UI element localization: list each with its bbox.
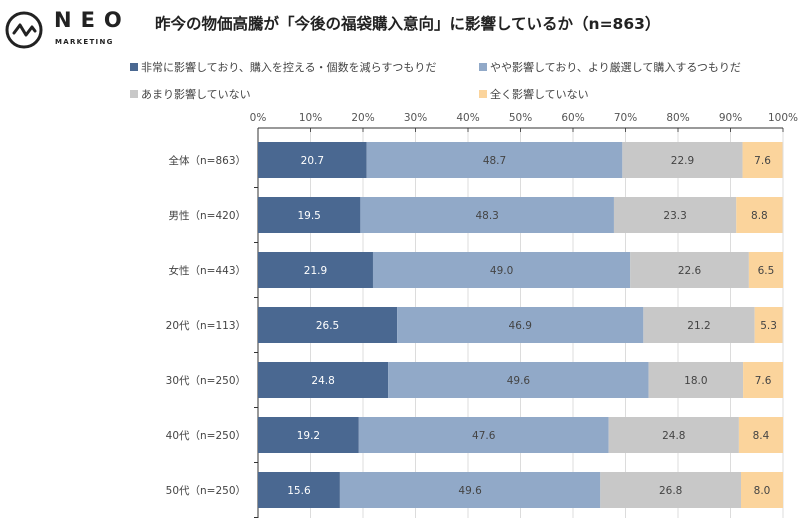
legend-item: あまり影響していない (130, 86, 251, 102)
bar-segment (608, 417, 739, 453)
data-label: 26.8 (659, 485, 682, 497)
bar-segment (736, 197, 783, 233)
bar-segment (366, 142, 623, 178)
chart-title: 昨今の物価高騰が「今後の福袋購入意向」に影響しているか（n=863） (155, 15, 661, 33)
bar-segment (742, 142, 783, 178)
data-label: 22.6 (678, 265, 702, 277)
category-label: 30代（n=250） (166, 375, 246, 387)
bar-segment (258, 472, 340, 508)
bar-segment (258, 252, 373, 288)
bar-segment (600, 472, 741, 508)
data-label: 20.7 (301, 155, 324, 167)
bar-segment (258, 362, 389, 398)
x-tick-label: 30% (404, 112, 427, 124)
bar-segment (743, 362, 783, 398)
bar-segment (360, 197, 614, 233)
x-tick-label: 90% (719, 112, 742, 124)
category-label: 男性（n=420） (169, 209, 247, 222)
logo-circle-icon (5, 11, 43, 49)
bar-segment (397, 307, 644, 343)
x-tick-label: 20% (351, 112, 374, 124)
data-label: 46.9 (509, 320, 532, 332)
data-label: 7.6 (754, 155, 771, 167)
legend-label: 全く影響していない (490, 88, 589, 101)
bar-segment (741, 472, 783, 508)
data-label: 49.6 (458, 485, 482, 497)
legend-swatch (479, 63, 487, 71)
bar-segment (648, 362, 744, 398)
data-label: 26.5 (316, 320, 339, 332)
bar-segment (388, 362, 649, 398)
bar-segment (258, 142, 367, 178)
x-tick-label: 0% (250, 112, 267, 124)
legend-item: 全く影響していない (479, 86, 589, 102)
data-label: 23.3 (663, 210, 686, 222)
bar-segment (358, 417, 609, 453)
data-label: 48.7 (483, 155, 506, 167)
bar-segment (748, 252, 783, 288)
data-label: 47.6 (472, 430, 496, 442)
data-label: 6.5 (758, 265, 775, 277)
data-label: 21.9 (304, 265, 327, 277)
data-label: 49.6 (507, 375, 531, 387)
legend-swatch (479, 90, 487, 98)
data-label: 21.2 (687, 320, 710, 332)
legend-swatch (130, 63, 138, 71)
bar-segment (613, 197, 737, 233)
data-label: 7.6 (755, 375, 772, 387)
legend-label: やや影響しており、より厳選して購入するつもりだ (490, 61, 741, 74)
category-label: 20代（n=113） (166, 320, 246, 332)
data-label: 22.9 (671, 155, 694, 167)
category-label: 全体（n=863） (169, 154, 247, 167)
category-label: 40代（n=250） (166, 430, 246, 442)
logo-subtitle: MARKETING (55, 38, 114, 46)
bar-segment (738, 417, 783, 453)
legend-item: やや影響しており、より厳選して購入するつもりだ (479, 59, 741, 75)
legend-label: あまり影響していない (141, 88, 251, 101)
data-label: 8.4 (753, 430, 770, 442)
data-label: 8.0 (754, 485, 771, 497)
data-label: 24.8 (662, 430, 685, 442)
bar-segment (372, 252, 631, 288)
legend-label: 非常に影響しており、購入を控える・個数を減らすつもりだ (141, 61, 437, 74)
data-label: 15.6 (287, 485, 311, 497)
category-label: 女性（n=443） (169, 264, 247, 277)
bar-segment (258, 197, 361, 233)
logo-word: NEO (54, 8, 131, 32)
x-tick-label: 10% (299, 112, 322, 124)
bar-segment (622, 142, 743, 178)
data-label: 19.5 (297, 210, 320, 222)
legend-swatch (130, 90, 138, 98)
bar-segment (258, 307, 398, 343)
bar-segment (754, 307, 783, 343)
data-label: 18.0 (684, 375, 707, 387)
bar-segment (339, 472, 601, 508)
x-tick-label: 70% (614, 112, 637, 124)
bar-segment (258, 417, 359, 453)
x-tick-label: 80% (666, 112, 689, 124)
bar-segment (630, 252, 749, 288)
legend-item: 非常に影響しており、購入を控える・個数を減らすつもりだ (130, 59, 436, 75)
bar-segment (643, 307, 755, 343)
x-tick-label: 60% (561, 112, 584, 124)
data-label: 19.2 (297, 430, 320, 442)
x-tick-label: 40% (456, 112, 479, 124)
data-label: 48.3 (475, 210, 498, 222)
x-tick-label: 50% (509, 112, 532, 124)
category-label: 50代（n=250） (166, 485, 246, 497)
data-label: 49.0 (490, 265, 513, 277)
x-tick-label: 100% (768, 112, 798, 124)
data-label: 5.3 (760, 320, 777, 332)
neo-marketing-logo: NEO MARKETING (4, 8, 122, 50)
data-label: 24.8 (311, 375, 334, 387)
data-label: 8.8 (751, 210, 768, 222)
